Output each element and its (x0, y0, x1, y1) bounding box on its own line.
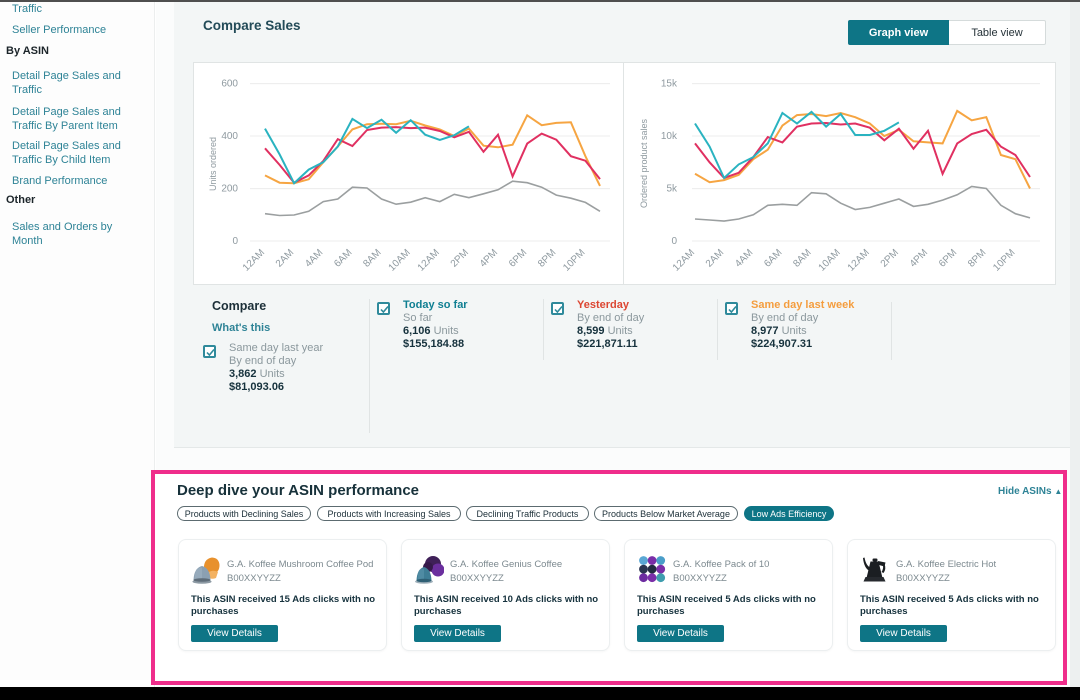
svg-text:400: 400 (221, 131, 238, 142)
svg-text:12AM: 12AM (416, 247, 442, 273)
svg-text:6AM: 6AM (332, 247, 354, 269)
svg-text:10AM: 10AM (817, 247, 843, 273)
svg-text:10PM: 10PM (561, 247, 587, 273)
svg-text:10PM: 10PM (991, 247, 1017, 273)
svg-text:0: 0 (671, 236, 677, 247)
svg-text:8PM: 8PM (966, 247, 988, 269)
svg-text:0: 0 (232, 236, 238, 247)
svg-text:200: 200 (221, 184, 238, 195)
svg-text:10AM: 10AM (387, 247, 413, 273)
svg-text:5k: 5k (666, 184, 678, 195)
svg-text:8AM: 8AM (791, 247, 813, 269)
svg-text:4AM: 4AM (733, 247, 755, 269)
svg-text:12AM: 12AM (846, 247, 872, 273)
svg-text:12AM: 12AM (241, 247, 267, 273)
svg-text:Units ordered: Units ordered (208, 137, 218, 191)
svg-text:10k: 10k (661, 131, 678, 142)
svg-text:15k: 15k (661, 79, 678, 90)
svg-text:6AM: 6AM (762, 247, 784, 269)
svg-text:4PM: 4PM (478, 247, 500, 269)
svg-text:8AM: 8AM (361, 247, 383, 269)
svg-text:2PM: 2PM (449, 247, 471, 269)
svg-text:4AM: 4AM (303, 247, 325, 269)
svg-text:2AM: 2AM (274, 247, 296, 269)
svg-text:2PM: 2PM (879, 247, 901, 269)
svg-text:600: 600 (221, 79, 238, 90)
svg-text:6PM: 6PM (937, 247, 959, 269)
svg-text:Ordered product sales: Ordered product sales (639, 118, 649, 208)
svg-text:4PM: 4PM (908, 247, 930, 269)
svg-text:2AM: 2AM (704, 247, 726, 269)
svg-text:8PM: 8PM (536, 247, 558, 269)
svg-text:6PM: 6PM (507, 247, 529, 269)
svg-text:12AM: 12AM (671, 247, 697, 273)
